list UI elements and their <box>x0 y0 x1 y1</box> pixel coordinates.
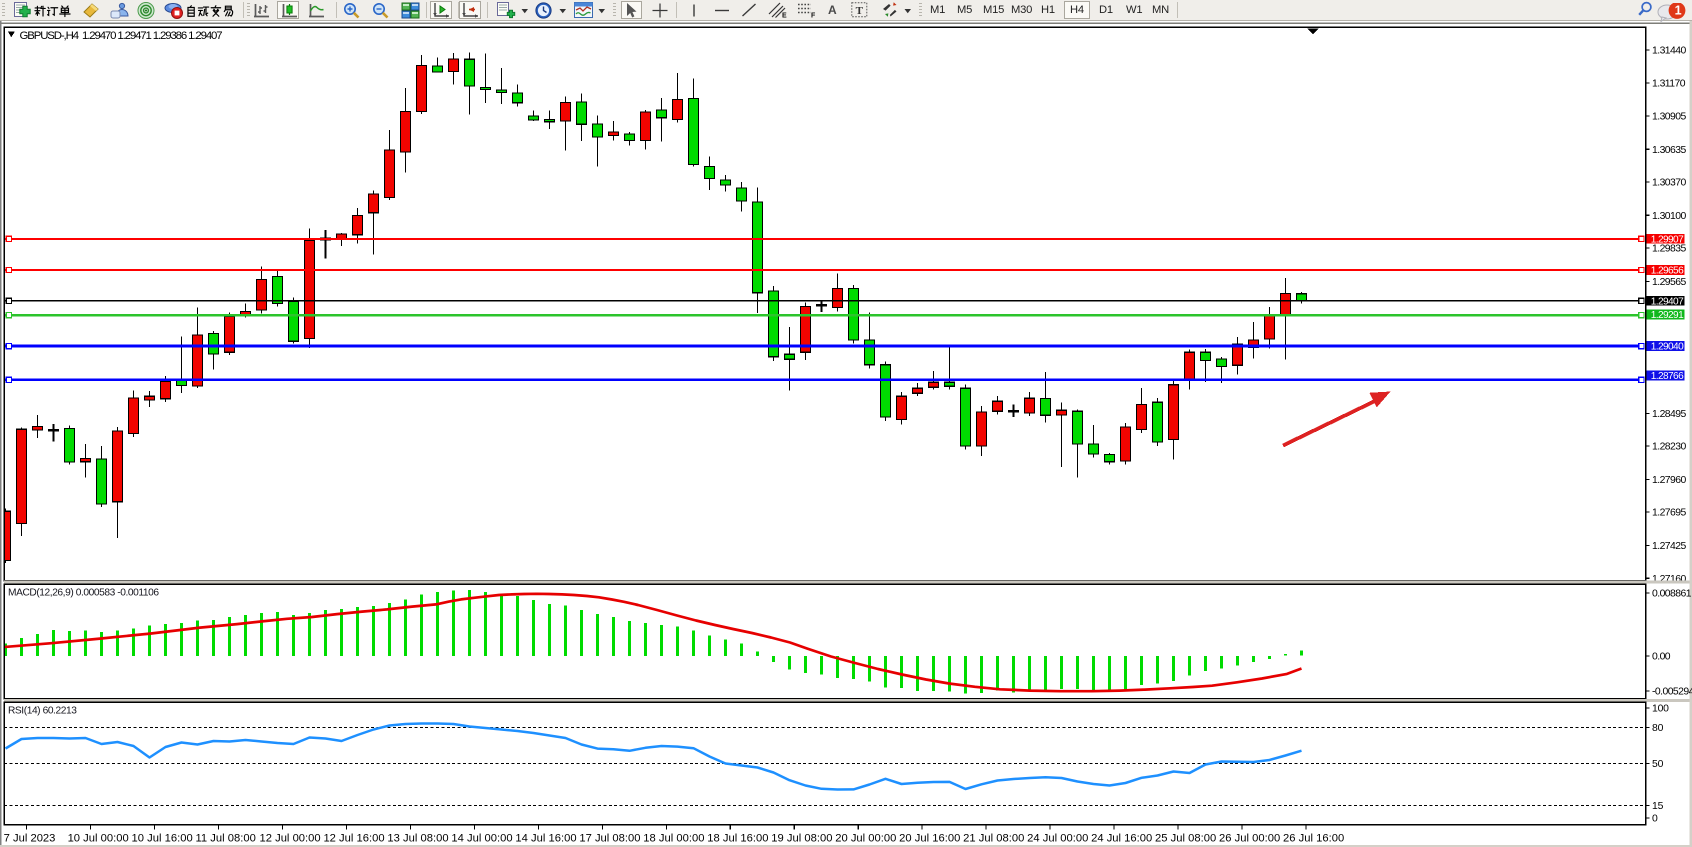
svg-text:0.00: 0.00 <box>1652 652 1671 663</box>
svg-text:1.31170: 1.31170 <box>1652 79 1686 90</box>
svg-text:T: T <box>856 5 864 17</box>
svg-text:50: 50 <box>1652 759 1664 770</box>
svg-text:18 Jul 00:00: 18 Jul 00:00 <box>643 833 704 845</box>
svg-text:1.29565: 1.29565 <box>1652 277 1686 288</box>
svg-text:14 Jul 00:00: 14 Jul 00:00 <box>451 833 512 845</box>
svg-text:1.27160: 1.27160 <box>1652 574 1686 585</box>
svg-text:RSI(14) 60.2213: RSI(14) 60.2213 <box>8 706 77 717</box>
svg-text:E: E <box>782 13 787 20</box>
svg-text:1: 1 <box>1675 4 1682 18</box>
svg-text:15: 15 <box>1652 801 1664 812</box>
svg-text:1.28766: 1.28766 <box>1651 371 1684 382</box>
svg-text:19 Jul 08:00: 19 Jul 08:00 <box>771 833 832 845</box>
svg-text:7 Jul 2023: 7 Jul 2023 <box>4 833 56 845</box>
svg-text:20 Jul 16:00: 20 Jul 16:00 <box>899 833 960 845</box>
svg-text:1.29291: 1.29291 <box>1651 310 1684 321</box>
svg-text:F: F <box>811 13 816 20</box>
svg-text:0: 0 <box>1652 814 1658 825</box>
svg-text:1.27695: 1.27695 <box>1652 508 1686 519</box>
svg-text:1.30905: 1.30905 <box>1652 111 1686 122</box>
svg-text:1.29835: 1.29835 <box>1652 244 1686 255</box>
svg-text:18 Jul 16:00: 18 Jul 16:00 <box>707 833 768 845</box>
svg-text:17 Jul 08:00: 17 Jul 08:00 <box>579 833 640 845</box>
svg-text:-0.005294: -0.005294 <box>1652 687 1692 698</box>
svg-text:26 Jul 16:00: 26 Jul 16:00 <box>1283 833 1344 845</box>
svg-text:20 Jul 00:00: 20 Jul 00:00 <box>835 833 896 845</box>
svg-text:1.28495: 1.28495 <box>1652 409 1686 420</box>
svg-text:13 Jul 08:00: 13 Jul 08:00 <box>387 833 448 845</box>
svg-text:1.29407: 1.29407 <box>1651 296 1684 307</box>
svg-text:100: 100 <box>1652 704 1669 715</box>
svg-text:1.30100: 1.30100 <box>1652 211 1686 222</box>
svg-text:10 Jul 00:00: 10 Jul 00:00 <box>68 833 129 845</box>
svg-text:1.29907: 1.29907 <box>1651 234 1684 245</box>
svg-text:1.29656: 1.29656 <box>1651 266 1684 277</box>
svg-text:12 Jul 16:00: 12 Jul 16:00 <box>323 833 384 845</box>
svg-text:1.30635: 1.30635 <box>1652 145 1686 156</box>
svg-text:11 Jul 08:00: 11 Jul 08:00 <box>196 833 256 845</box>
svg-text:21 Jul 08:00: 21 Jul 08:00 <box>963 833 1024 845</box>
svg-text:1.27960: 1.27960 <box>1652 475 1686 486</box>
svg-text:1.27425: 1.27425 <box>1652 541 1686 552</box>
svg-text:GBPUSD-,H4 1.29470 1.29471 1.: GBPUSD-,H4 1.29470 1.29471 1.29386 1.294… <box>20 30 223 42</box>
svg-text:1.30370: 1.30370 <box>1652 178 1686 189</box>
svg-text:1.29040: 1.29040 <box>1651 342 1684 353</box>
svg-text:24 Jul 16:00: 24 Jul 16:00 <box>1091 833 1152 845</box>
svg-text:10 Jul 16:00: 10 Jul 16:00 <box>132 833 193 845</box>
svg-text:80: 80 <box>1652 723 1664 734</box>
svg-text:1.28230: 1.28230 <box>1652 442 1686 453</box>
svg-text:14 Jul 16:00: 14 Jul 16:00 <box>515 833 576 845</box>
svg-text:MACD(12,26,9) 0.000583 -0.0011: MACD(12,26,9) 0.000583 -0.001106 <box>8 588 159 599</box>
svg-text:24 Jul 00:00: 24 Jul 00:00 <box>1027 833 1088 845</box>
svg-text:12 Jul 00:00: 12 Jul 00:00 <box>259 833 320 845</box>
svg-text:1.31440: 1.31440 <box>1652 45 1686 56</box>
svg-text:26 Jul 00:00: 26 Jul 00:00 <box>1219 833 1280 845</box>
svg-text:0.008861: 0.008861 <box>1652 589 1692 600</box>
svg-text:25 Jul 08:00: 25 Jul 08:00 <box>1155 833 1216 845</box>
